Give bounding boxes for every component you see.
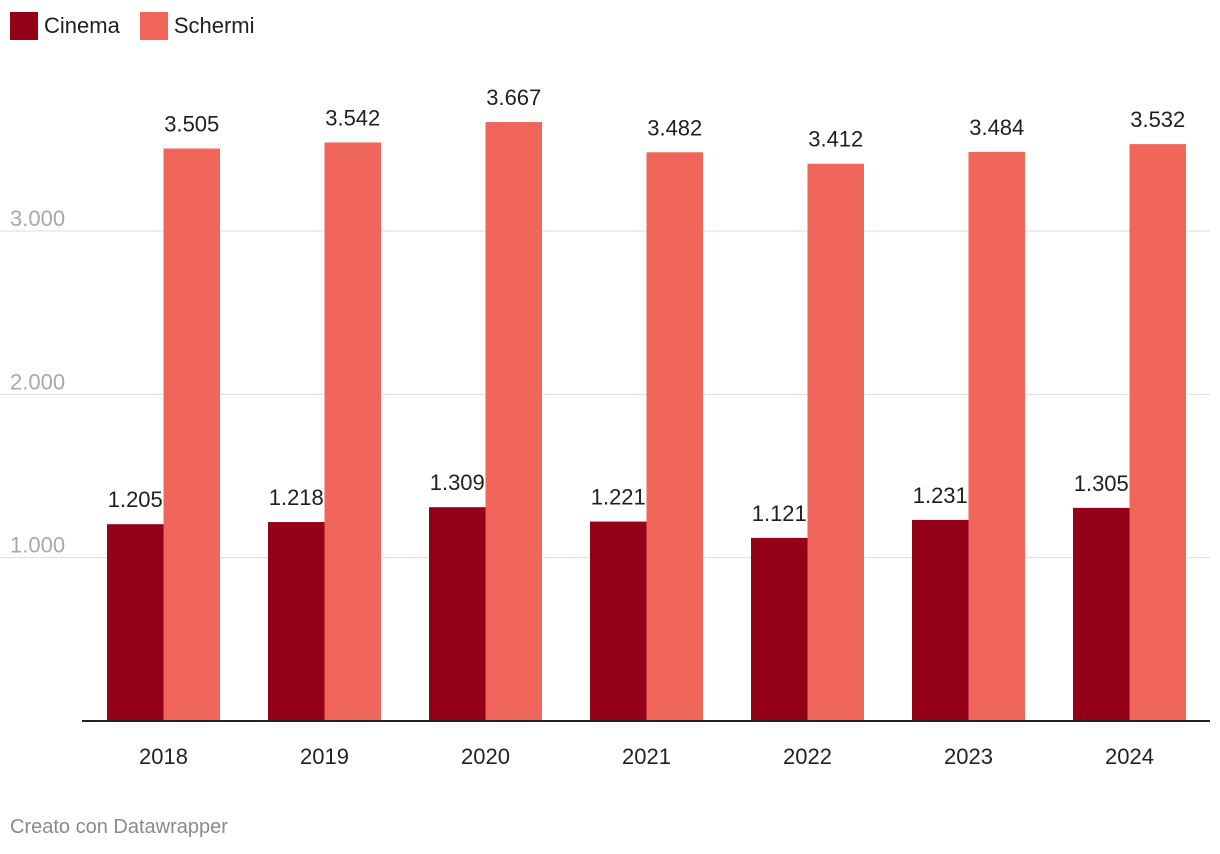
value-label-schermi-2024: 3.532 [1130,107,1185,132]
value-label-cinema-2019: 1.218 [269,485,324,510]
x-tick-label-2024: 2024 [1105,744,1154,769]
x-tick-label-2019: 2019 [300,744,349,769]
bar-schermi-2020 [485,122,542,722]
bar-cinema-2020 [429,507,486,721]
bar-schermi-2018 [163,148,220,721]
value-label-schermi-2020: 3.667 [486,85,541,110]
value-label-cinema-2020: 1.309 [430,470,485,495]
value-labels: 1.205 3.505 1.218 3.542 1.309 3.667 1.221 3.482… [108,85,1186,526]
footer-credit: Creato con Datawrapper [10,816,228,838]
x-tick-label-2022: 2022 [783,744,832,769]
value-label-cinema-2022: 1.121 [752,501,807,526]
legend-item-cinema: Cinema [10,12,120,40]
y-tick-label-2000: 2.000 [10,369,65,394]
legend-swatch-cinema [10,12,38,40]
legend-label-cinema: Cinema [44,13,120,38]
bar-schermi-2023 [968,151,1025,722]
bar-schermi-2021 [646,152,703,722]
y-tick-label-3000: 3.000 [10,206,65,231]
legend-item-schermi: Schermi [139,12,255,40]
bar-cinema-2021 [590,521,647,721]
bar-schermi-2022 [807,163,864,721]
value-label-schermi-2021: 3.482 [647,115,702,140]
x-tick-label-2023: 2023 [944,744,993,769]
bars [107,122,1186,722]
value-label-schermi-2019: 3.542 [325,105,380,130]
value-label-cinema-2021: 1.221 [591,485,646,510]
axes: 2018 2019 2020 2021 2022 2023 2024 [82,720,1210,769]
bar-cinema-2024 [1073,507,1130,721]
bar-schermi-2019 [324,142,381,721]
value-label-cinema-2018: 1.205 [108,487,163,512]
x-tick-label-2018: 2018 [139,744,188,769]
legend: Cinema Schermi [10,12,255,40]
y-tick-label-1000: 1.000 [10,533,65,558]
value-label-cinema-2023: 1.231 [913,483,968,508]
x-tick-label-2020: 2020 [461,744,510,769]
bar-schermi-2024 [1129,144,1186,721]
value-label-schermi-2022: 3.412 [808,127,863,152]
bar-cinema-2018 [107,524,164,721]
bar-cinema-2023 [912,519,969,721]
legend-label-schermi: Schermi [173,13,255,38]
bar-cinema-2022 [751,537,808,721]
value-label-schermi-2018: 3.505 [164,112,219,137]
x-tick-label-2021: 2021 [622,744,671,769]
value-label-schermi-2023: 3.484 [969,115,1024,140]
legend-swatch-schermi [139,12,168,40]
bar-cinema-2019 [268,522,325,721]
value-label-cinema-2024: 1.305 [1074,471,1129,496]
